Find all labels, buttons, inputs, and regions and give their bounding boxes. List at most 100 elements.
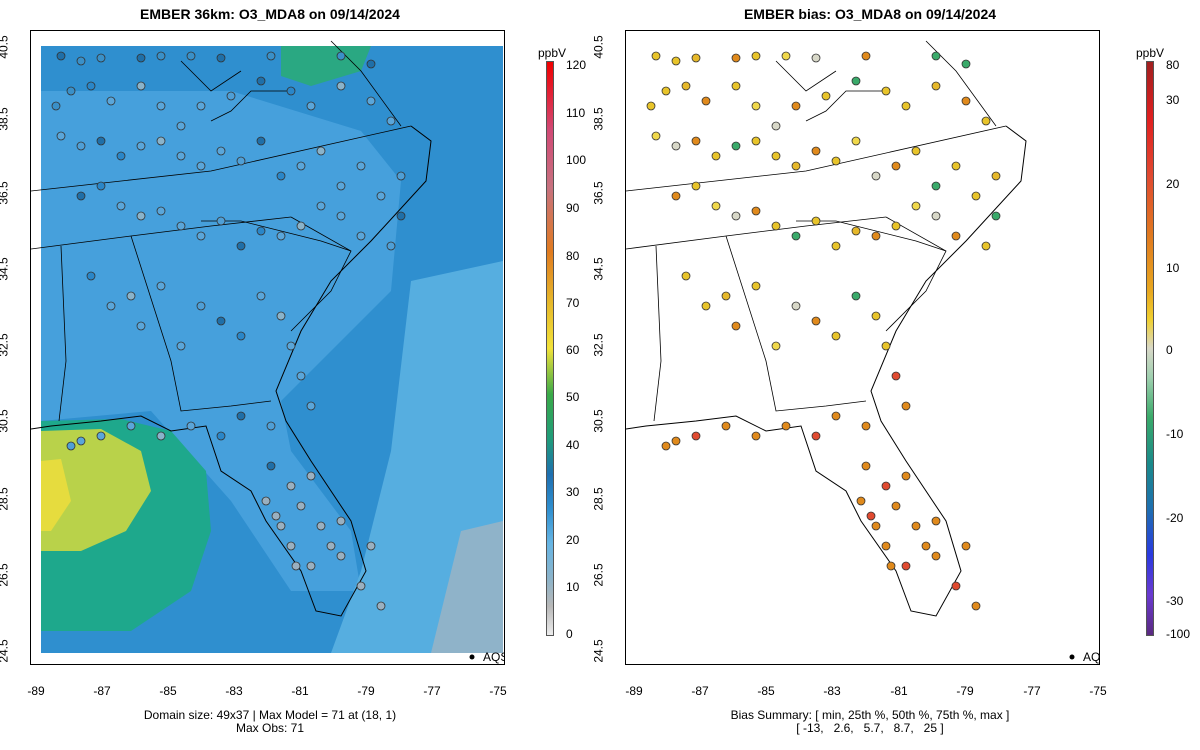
bias-station-marker <box>781 421 791 431</box>
bias-station-marker <box>661 86 671 96</box>
model-station-marker <box>296 221 306 231</box>
bias-station-marker <box>851 136 861 146</box>
model-station-marker <box>176 221 186 231</box>
model-map-title: EMBER 36km: O3_MDA8 on 09/14/2024 <box>140 6 400 22</box>
model-station-marker <box>236 331 246 341</box>
bias-station-marker <box>891 221 901 231</box>
model-station-marker <box>216 146 226 156</box>
bias-station-marker <box>691 136 701 146</box>
bias-station-marker <box>911 521 921 531</box>
bias-station-marker <box>871 231 881 241</box>
model-colorbar-unit: ppbV <box>538 46 567 60</box>
bias-station-marker <box>881 541 891 551</box>
bias-station-marker <box>711 201 721 211</box>
model-station-marker <box>256 76 266 86</box>
model-station-marker <box>316 146 326 156</box>
model-field-northeast <box>281 46 371 86</box>
model-station-marker <box>306 471 316 481</box>
bias-station-marker <box>791 231 801 241</box>
model-station-marker <box>176 151 186 161</box>
x-tick-label: -87 <box>93 684 111 698</box>
bias-station-marker <box>881 341 891 351</box>
model-station-marker <box>86 271 96 281</box>
model-station-marker <box>196 161 206 171</box>
model-station-marker <box>236 411 246 421</box>
model-station-marker <box>176 341 186 351</box>
model-station-marker <box>336 211 346 221</box>
bias-station-marker <box>751 281 761 291</box>
bias-colorbar <box>1146 61 1154 636</box>
y-tick-label: 34.5 <box>591 257 606 281</box>
x-tick-label: -79 <box>357 684 375 698</box>
bias-station-marker <box>871 171 881 181</box>
model-colorbar-label: 90 <box>566 201 580 215</box>
model-station-marker <box>106 301 116 311</box>
bias-station-marker <box>681 271 691 281</box>
bias-colorbar-label: 80 <box>1166 58 1180 72</box>
bias-station-marker <box>861 421 871 431</box>
model-map-frame: AQS <box>30 30 505 665</box>
bias-station-marker <box>731 81 741 91</box>
model-station-marker <box>396 211 406 221</box>
model-domain-summary: Domain size: 49x37 | Max Model = 71 at (… <box>143 708 397 722</box>
bias-station-marker <box>661 441 671 451</box>
bias-station-marker <box>901 471 911 481</box>
bias-station-marker <box>751 431 761 441</box>
model-station-marker <box>336 81 346 91</box>
model-station-marker <box>136 141 146 151</box>
bias-station-marker <box>701 301 711 311</box>
model-station-marker <box>261 496 271 506</box>
model-station-marker <box>276 171 286 181</box>
bias-station-marker <box>831 241 841 251</box>
bias-station-marker <box>701 96 711 106</box>
model-station-marker <box>266 461 276 471</box>
bias-station-marker <box>851 76 861 86</box>
model-station-marker <box>56 131 66 141</box>
model-station-marker <box>286 541 296 551</box>
bias-station-marker <box>791 161 801 171</box>
aqs-legend-label: AQS <box>483 650 504 664</box>
bias-station-marker <box>881 481 891 491</box>
bias-station-marker <box>871 311 881 321</box>
model-station-marker <box>156 101 166 111</box>
y-tick-label: 32.5 <box>0 333 11 357</box>
model-station-marker <box>366 541 376 551</box>
model-colorbar-label: 70 <box>566 296 580 310</box>
bias-station-marker <box>811 146 821 156</box>
model-station-marker <box>186 421 196 431</box>
x-tick-label: -77 <box>423 684 441 698</box>
model-station-marker <box>136 81 146 91</box>
bias-station-marker <box>731 141 741 151</box>
bias-colorbar-label: -30 <box>1166 594 1184 608</box>
model-station-marker <box>226 91 236 101</box>
model-station-marker <box>296 161 306 171</box>
bias-station-marker <box>681 81 691 91</box>
bias-colorbar-unit: ppbV <box>1136 46 1165 60</box>
x-tick-label: -81 <box>890 684 908 698</box>
model-colorbar-label: 60 <box>566 343 580 357</box>
model-station-marker <box>306 401 316 411</box>
model-station-marker <box>156 431 166 441</box>
model-station-marker <box>376 191 386 201</box>
bias-station-marker <box>851 291 861 301</box>
bias-station-markers <box>646 51 1001 611</box>
x-tick-label: -83 <box>823 684 841 698</box>
x-tick-label: -81 <box>291 684 309 698</box>
bias-station-marker <box>671 436 681 446</box>
bias-station-marker <box>771 341 781 351</box>
y-tick-label: 26.5 <box>0 563 11 587</box>
bias-colorbar-label: 30 <box>1166 93 1180 107</box>
x-tick-label: -75 <box>1089 684 1107 698</box>
model-station-marker <box>386 116 396 126</box>
model-station-marker <box>86 81 96 91</box>
bias-station-marker <box>791 301 801 311</box>
model-station-marker <box>51 101 61 111</box>
bias-station-marker <box>991 211 1001 221</box>
y-tick-label: 36.5 <box>591 181 606 205</box>
y-tick-label: 24.5 <box>591 639 606 663</box>
model-colorbar-label: 30 <box>566 485 580 499</box>
model-station-marker <box>316 201 326 211</box>
aqs-legend-marker <box>469 654 475 660</box>
bias-colorbar-label: -20 <box>1166 511 1184 525</box>
x-tick-label: -77 <box>1023 684 1041 698</box>
